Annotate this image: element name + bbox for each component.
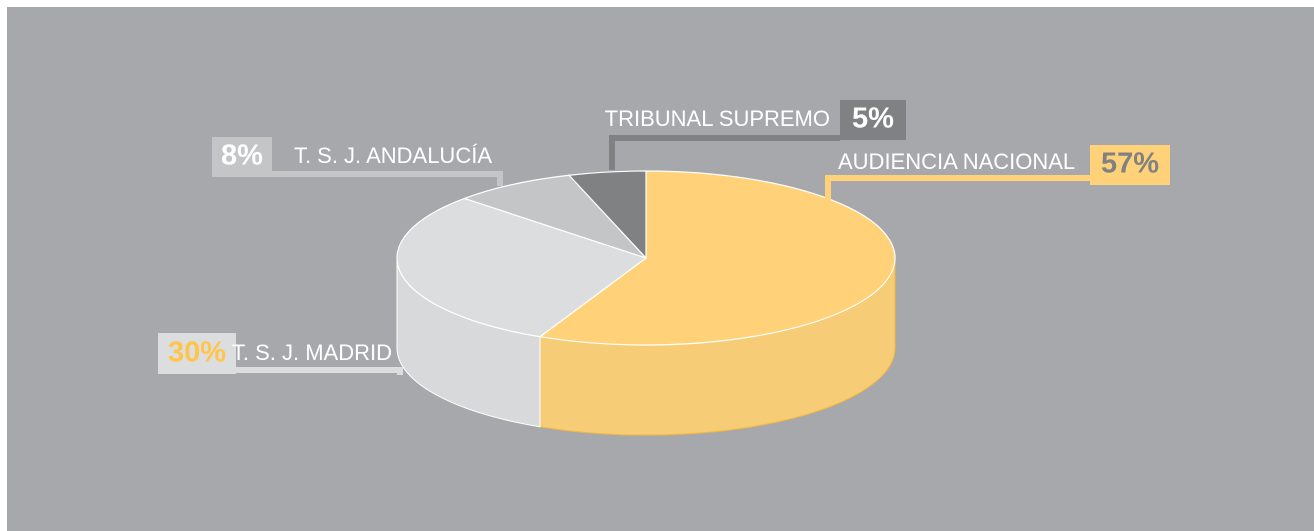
label-box [1090, 145, 1170, 185]
leader-line [825, 175, 1090, 200]
label-box [212, 137, 272, 177]
slice [538, 170, 896, 346]
slice [396, 197, 648, 338]
value-label: 8% [221, 140, 263, 172]
value-label: 5% [852, 103, 894, 135]
slice [462, 174, 647, 259]
category-label: T. S. J. ANDALUCÍA [294, 143, 492, 168]
value-label: 57% [1101, 148, 1159, 180]
leader-line [212, 171, 503, 186]
label-box [840, 100, 906, 140]
leader-line [158, 367, 403, 375]
category-label: TRIBUNAL SUPREMO [605, 106, 830, 131]
value-label: 30% [168, 337, 226, 369]
category-label: AUDIENCIA NACIONAL [838, 149, 1075, 174]
category-label: T. S. J. MADRID [232, 340, 392, 365]
label-box [158, 333, 236, 374]
slice [567, 170, 647, 260]
leader-line [609, 135, 840, 170]
